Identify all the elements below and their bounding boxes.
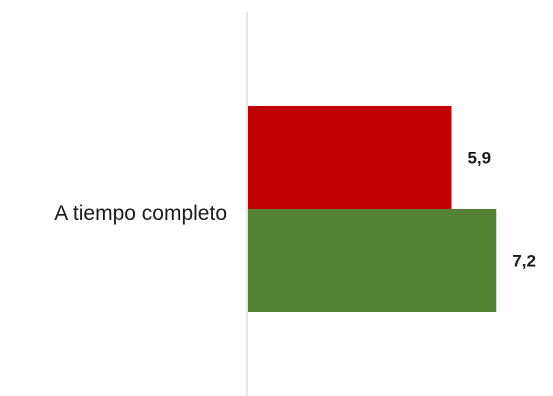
data-label-series-0: 5,9: [467, 149, 491, 168]
bar-series-1: [248, 209, 497, 312]
bars-group: 5,9 7,2: [248, 106, 536, 312]
bar-series-0: [248, 106, 452, 209]
data-label-series-1: 7,2: [512, 252, 536, 271]
category-label: A tiempo completo: [54, 202, 227, 225]
